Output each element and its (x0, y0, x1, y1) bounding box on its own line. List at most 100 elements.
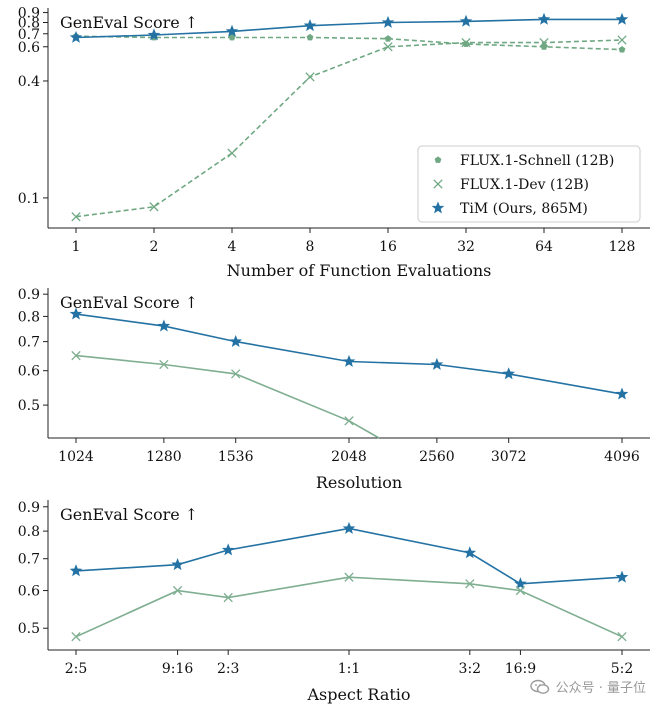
data-point-2 (615, 12, 629, 25)
y-tick-label: 0.8 (18, 309, 40, 325)
panel-resolution: 0.5 0.6 0.7 0.8 0.9 1024 1280 1536 2048 2560 3072 4… (18, 287, 650, 492)
x-tick-label: 1024 (58, 449, 94, 465)
x-axis-label: Resolution (316, 473, 402, 492)
y-tick-label: 0.9 (18, 6, 40, 22)
y-tick-label: 0.8 (18, 15, 40, 31)
y-tick-label: 0.7 (18, 27, 40, 43)
data-point-1 (227, 148, 237, 158)
legend-label: FLUX.1-Schnell (12B) (460, 153, 614, 169)
data-point-0 (342, 521, 356, 534)
data-point-0 (229, 334, 242, 347)
data-point-1 (383, 42, 393, 52)
data-point-0 (384, 35, 392, 42)
data-point-1 (344, 572, 354, 582)
data-point-0 (615, 570, 629, 583)
data-point-2 (225, 24, 239, 37)
data-point-1 (617, 35, 627, 45)
data-point-1 (539, 37, 549, 48)
data-point-0 (157, 319, 171, 332)
y-tick-label: 0.8 (18, 524, 40, 540)
x-tick-label: 3072 (491, 449, 527, 465)
data-point-1 (305, 72, 315, 82)
series-line-0 (75, 35, 623, 51)
x-tick-label: 2:3 (217, 661, 240, 677)
x-tick-label: 1536 (218, 449, 254, 465)
data-point-0 (306, 33, 314, 41)
y-tick-label: 0.7 (18, 335, 40, 351)
data-point-1 (344, 416, 354, 426)
data-point-2 (381, 15, 395, 28)
data-point-2 (537, 12, 551, 25)
wechat-icon (529, 679, 549, 694)
data-point-2 (147, 28, 161, 41)
data-point-0 (342, 354, 356, 367)
y-tick-label: 0.6 (18, 40, 40, 56)
x-tick-label: 4096 (604, 449, 640, 465)
data-point-1 (71, 350, 81, 361)
x-tick-label: 32 (457, 239, 475, 255)
data-point-0 (502, 367, 515, 380)
y-tick-label: 0.5 (18, 621, 40, 637)
data-point-0 (171, 558, 184, 571)
y-tick-label: 0.4 (18, 74, 40, 90)
x-axis-label: Aspect Ratio (306, 685, 410, 704)
data-point-0 (463, 546, 477, 559)
data-point-1 (71, 632, 81, 642)
watermark-text: 公众号 · 量子位 (555, 681, 646, 696)
corner-label: GenEval Score ↑ (60, 505, 198, 524)
x-tick-label: 2048 (331, 449, 367, 465)
data-point-1 (465, 579, 475, 589)
data-point-2 (303, 19, 317, 32)
data-point-0 (430, 357, 444, 370)
legend-marker (433, 179, 443, 189)
legend-box (417, 145, 641, 223)
y-tick-label: 0.7 (18, 552, 40, 568)
x-tick-label: 2:5 (65, 661, 88, 677)
series-line-1 (75, 39, 623, 218)
legend-label: TiM (Ours, 865M) (460, 201, 588, 217)
data-point-1 (515, 585, 526, 596)
y-tick-label: 0.9 (18, 500, 40, 516)
data-point-1 (71, 212, 81, 222)
data-point-0 (221, 543, 235, 556)
series-line-2 (75, 18, 622, 39)
x-tick-label: 16:9 (505, 661, 536, 677)
series-line-0 (75, 313, 623, 395)
data-point-1 (223, 592, 233, 603)
x-tick-label: 128 (609, 239, 636, 255)
y-tick-label: 0.5 (18, 398, 40, 414)
data-point-0 (228, 33, 236, 41)
panel-aspect-ratio: 0.5 0.6 0.7 0.8 0.9 2:5 9:16 2:3 1:1 3:2 16:9 5:2 As… (18, 500, 650, 704)
corner-label: GenEval Score ↑ (60, 293, 198, 312)
x-tick-label: 1 (72, 239, 81, 255)
x-tick-label: 1280 (146, 449, 182, 465)
data-point-0 (615, 387, 629, 400)
x-tick-label: 9:16 (162, 661, 194, 677)
watermark: 公众号 · 量子位 (529, 677, 646, 696)
data-point-1 (149, 202, 159, 212)
series-line-1 (75, 576, 623, 638)
data-point-1 (159, 359, 169, 370)
x-axis-label: Number of Function Evaluations (227, 261, 492, 280)
data-point-2 (459, 14, 473, 27)
y-tick-label: 0.1 (18, 191, 40, 207)
corner-label: GenEval Score ↑ (60, 13, 198, 32)
y-tick-label: 0.6 (18, 584, 40, 600)
x-tick-label: 5:2 (611, 661, 634, 677)
series-line-1 (75, 354, 380, 439)
legend-marker (434, 156, 442, 163)
x-tick-label: 64 (535, 239, 553, 255)
y-tick-label: 0.9 (18, 287, 40, 303)
data-point-0 (69, 564, 83, 577)
x-tick-label: 16 (379, 239, 397, 255)
series-line-0 (75, 527, 623, 585)
data-point-1 (461, 37, 471, 48)
legend-label: FLUX.1-Dev (12B) (460, 177, 589, 193)
x-tick-label: 4 (228, 239, 237, 255)
x-tick-label: 3:2 (459, 661, 482, 677)
data-point-1 (172, 585, 183, 596)
data-point-2 (69, 30, 83, 43)
x-tick-label: 1:1 (338, 661, 361, 677)
x-tick-label: 8 (306, 239, 315, 255)
